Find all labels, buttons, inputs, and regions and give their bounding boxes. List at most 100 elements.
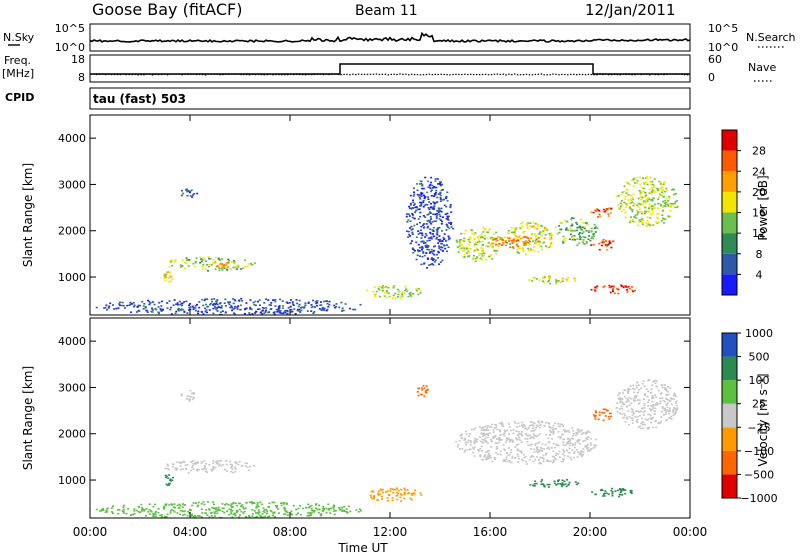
velocity-cell — [572, 452, 575, 454]
velocity-cell — [212, 466, 215, 468]
velocity-cell — [409, 497, 412, 500]
power-cell — [627, 199, 630, 201]
power-cell — [290, 299, 292, 301]
velocity-cell — [586, 430, 589, 432]
velocity-cell — [523, 456, 526, 459]
power-cell — [605, 209, 608, 212]
velocity-cell — [568, 431, 571, 433]
velocity-cell — [525, 427, 528, 430]
power-cell — [488, 228, 491, 230]
power-cell — [644, 191, 647, 194]
velocity-cell — [310, 505, 313, 507]
velocity-cell — [257, 512, 259, 514]
velocity-cell — [641, 407, 644, 409]
power-cell — [430, 195, 433, 197]
power-cell — [160, 310, 163, 312]
velocity-cell — [653, 413, 656, 415]
velocity-cell — [640, 417, 643, 420]
power-cell — [322, 309, 325, 311]
velocity-cell — [518, 436, 521, 439]
velocity-cell — [328, 509, 331, 511]
power-cell — [534, 223, 537, 225]
power-cell — [594, 209, 597, 212]
power-cell — [526, 227, 529, 230]
velocity-cell — [510, 461, 513, 464]
velocity-cell — [255, 507, 258, 509]
power-cell — [482, 231, 485, 233]
power-cell — [467, 251, 470, 254]
velocity-cell — [535, 424, 538, 427]
power-cell — [420, 193, 423, 196]
velocity-cell — [214, 515, 217, 517]
power-cell — [232, 266, 235, 269]
power-cell — [665, 201, 668, 204]
power-cell — [429, 183, 432, 186]
velocity-cell — [317, 511, 320, 514]
power-cell — [188, 304, 191, 306]
power-cell — [527, 237, 530, 239]
power-cell — [215, 302, 218, 304]
velocity-cell — [668, 407, 671, 409]
power-cell — [230, 306, 233, 309]
power-cell — [306, 310, 309, 312]
velocity-cell — [637, 384, 640, 386]
power-y-axis-label: Slant Range [km] — [21, 163, 35, 267]
power-region-6 — [455, 227, 504, 263]
power-cell — [427, 258, 429, 260]
power-cell — [649, 191, 652, 194]
power-cell — [183, 301, 186, 303]
velocity-cell — [570, 458, 573, 461]
power-cell — [522, 230, 525, 233]
velocity-cell — [651, 396, 654, 398]
power-cell — [420, 195, 423, 197]
power-cell — [458, 245, 461, 247]
power-cell — [133, 304, 136, 307]
velocity-cell — [536, 442, 539, 444]
velocity-cell — [637, 391, 639, 394]
power-cell — [218, 269, 221, 271]
power-cell — [208, 257, 211, 260]
velocity-cell — [647, 413, 650, 416]
power-cell — [383, 295, 386, 297]
x-tick-label: 08:00 — [273, 525, 308, 539]
power-cell — [622, 285, 625, 288]
velocity-cell — [670, 418, 673, 420]
velocity-cell — [166, 465, 169, 467]
power-cell — [643, 210, 646, 213]
power-cell — [475, 243, 478, 246]
velocity-cell — [481, 458, 484, 461]
power-cell — [638, 189, 641, 192]
power-cell — [216, 303, 219, 306]
velocity-cell — [665, 397, 668, 400]
velocity-cell — [464, 441, 467, 444]
power-cell — [225, 264, 227, 266]
power-cell — [181, 259, 184, 262]
power-cell — [597, 216, 599, 218]
power-cell — [558, 231, 561, 234]
power-cell — [479, 234, 482, 237]
velocity-cell — [466, 449, 469, 451]
velocity-cell — [629, 388, 632, 390]
power-cell — [642, 187, 645, 190]
power-cell — [115, 307, 118, 310]
velocity-cell — [179, 509, 182, 512]
velocity-cell — [566, 449, 568, 452]
power-cell — [387, 292, 390, 295]
velocity-cell — [521, 421, 524, 424]
velocity-cell — [649, 417, 652, 419]
power-cell — [420, 204, 423, 206]
velocity-cell — [479, 440, 482, 443]
power-cell — [236, 265, 239, 267]
velocity-cell — [653, 407, 656, 409]
velocity-cell — [122, 504, 125, 507]
power-cell — [642, 219, 644, 222]
power-cell — [646, 219, 649, 222]
velocity-cell — [488, 432, 491, 434]
velocity-cell — [517, 430, 520, 433]
power-cell — [416, 183, 419, 185]
velocity-cell — [255, 506, 258, 508]
velocity-cell — [327, 507, 330, 510]
velocity-cell — [639, 425, 641, 428]
power-cell — [325, 309, 328, 312]
velocity-cell — [248, 516, 251, 518]
